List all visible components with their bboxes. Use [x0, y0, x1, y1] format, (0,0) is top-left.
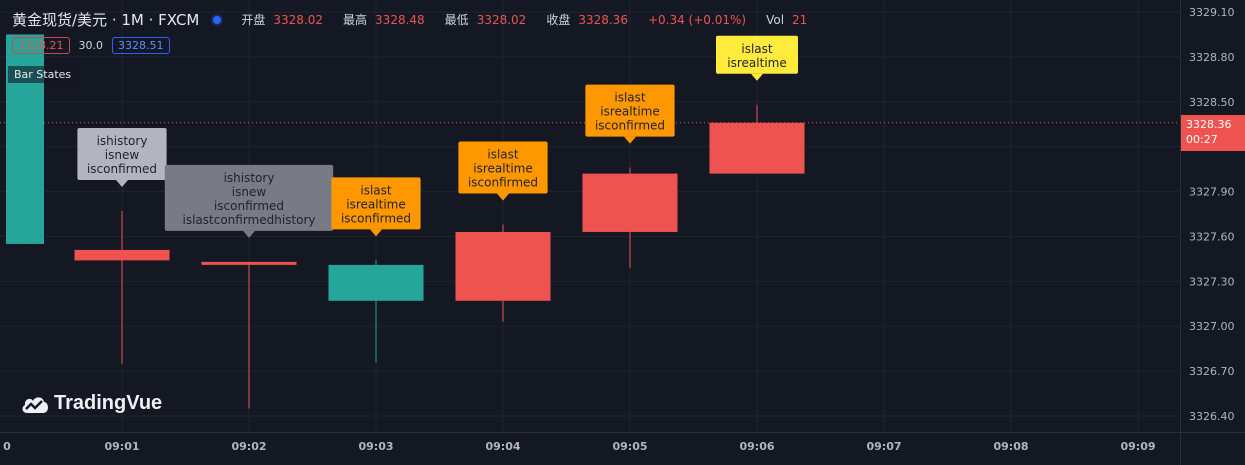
- label-text: isconfirmed: [87, 162, 157, 176]
- label-text: ishistory: [97, 134, 148, 148]
- label-box: [77, 128, 167, 181]
- label-text: isrealtime: [473, 161, 532, 175]
- market-status-icon: [211, 13, 224, 26]
- close-value: 3328.36: [578, 12, 628, 27]
- close-label: 收盘: [546, 13, 571, 27]
- open-value: 3328.02: [273, 12, 324, 27]
- low-value: 3328.02: [476, 12, 527, 27]
- symbol-title[interactable]: 黄金现货/美元 · 1M · FXCM: [12, 11, 200, 29]
- brand-logo: TradingVue: [20, 392, 162, 415]
- high-label: 最高: [343, 13, 368, 27]
- time-tick-label: 0: [3, 440, 11, 453]
- time-tick-label: 09:02: [231, 440, 266, 453]
- label-text: isconfirmed: [595, 119, 665, 133]
- label-pointer: [243, 230, 255, 238]
- time-tick-label: 09:05: [612, 440, 647, 453]
- indicator-left-value: 3328.21: [12, 37, 70, 54]
- time-tick-label: 09:01: [104, 440, 139, 453]
- label-pointer: [370, 229, 382, 237]
- price-tick-label: 3327.60: [1189, 230, 1235, 243]
- label-text: isnew: [105, 148, 140, 162]
- candle-body: [328, 264, 424, 301]
- time-tick-label: 09:07: [866, 440, 901, 453]
- indicator-mid-value: 30.0: [78, 39, 104, 52]
- label-text: isrealtime: [600, 105, 659, 119]
- candle-body: [455, 231, 551, 301]
- high-value: 3328.48: [375, 12, 425, 27]
- cloud-logo-icon: [22, 396, 48, 413]
- label-text: islast: [487, 147, 519, 161]
- time-tick-label: 09:03: [358, 440, 393, 453]
- label-pointer: [116, 180, 128, 188]
- price-tick-label: 3329.10: [1189, 6, 1235, 19]
- change-value: +0.34 (+0.01%): [647, 12, 747, 27]
- bar-state-label: ishistoryisnewisconfirmedislastconfirmed…: [164, 164, 334, 238]
- candle-body: [582, 173, 678, 232]
- volume-label: Vol: [766, 12, 785, 27]
- label-text: isconfirmed: [214, 199, 284, 213]
- price-tick-label: 3327.30: [1189, 275, 1235, 288]
- label-text: islast: [741, 42, 773, 56]
- price-tick-label: 3326.40: [1189, 410, 1235, 423]
- label-text: isrealtime: [727, 56, 786, 70]
- label-pointer: [624, 136, 636, 144]
- price-tick-label: 3327.90: [1189, 186, 1235, 199]
- label-box: [458, 141, 548, 194]
- label-text: isnew: [232, 185, 267, 199]
- time-tick-label: 09:09: [1120, 440, 1155, 453]
- label-text: isconfirmed: [468, 175, 538, 189]
- label-text: isrealtime: [346, 197, 405, 211]
- candle-body: [201, 261, 297, 265]
- chart-header: 黄金现货/美元 · 1M · FXCM 开盘 3328.02 最高 3328.4…: [12, 9, 827, 30]
- time-tick-label: 09:06: [739, 440, 774, 453]
- label-text: islastconfirmedhistory: [182, 213, 315, 227]
- candle-body: [74, 249, 170, 261]
- time-tick-label: 09:04: [485, 440, 520, 453]
- label-text: ishistory: [224, 171, 275, 185]
- volume-value: 21: [792, 12, 808, 27]
- time-tick-label: 09:08: [993, 440, 1028, 453]
- logo-text: TradingVue: [54, 392, 163, 414]
- price-tick-label: 3326.70: [1189, 365, 1235, 378]
- indicator-right-value: 3328.51: [112, 37, 170, 54]
- price-tick-label: 3328.50: [1189, 96, 1235, 109]
- indicator-row: 3328.21 30.0 3328.51: [12, 37, 170, 54]
- label-text: isconfirmed: [341, 211, 411, 225]
- label-pointer: [751, 73, 763, 81]
- label-box: [331, 177, 421, 230]
- label-box: [164, 164, 334, 231]
- bar-countdown: 00:27: [1186, 133, 1218, 146]
- label-box: [585, 84, 675, 137]
- price-tick-label: 3327.00: [1189, 320, 1235, 333]
- candle-body: [709, 122, 805, 174]
- open-label: 开盘: [241, 13, 266, 27]
- last-price-value: 3328.36: [1186, 118, 1232, 131]
- label-text: islast: [360, 183, 392, 197]
- indicator-name[interactable]: Bar States: [8, 66, 78, 83]
- last-price-badge: 3328.36 00:27: [1181, 115, 1245, 151]
- label-box: [716, 35, 798, 74]
- label-pointer: [497, 193, 509, 201]
- price-tick-label: 3328.80: [1189, 51, 1235, 64]
- low-label: 最低: [444, 13, 469, 27]
- label-text: islast: [614, 91, 646, 105]
